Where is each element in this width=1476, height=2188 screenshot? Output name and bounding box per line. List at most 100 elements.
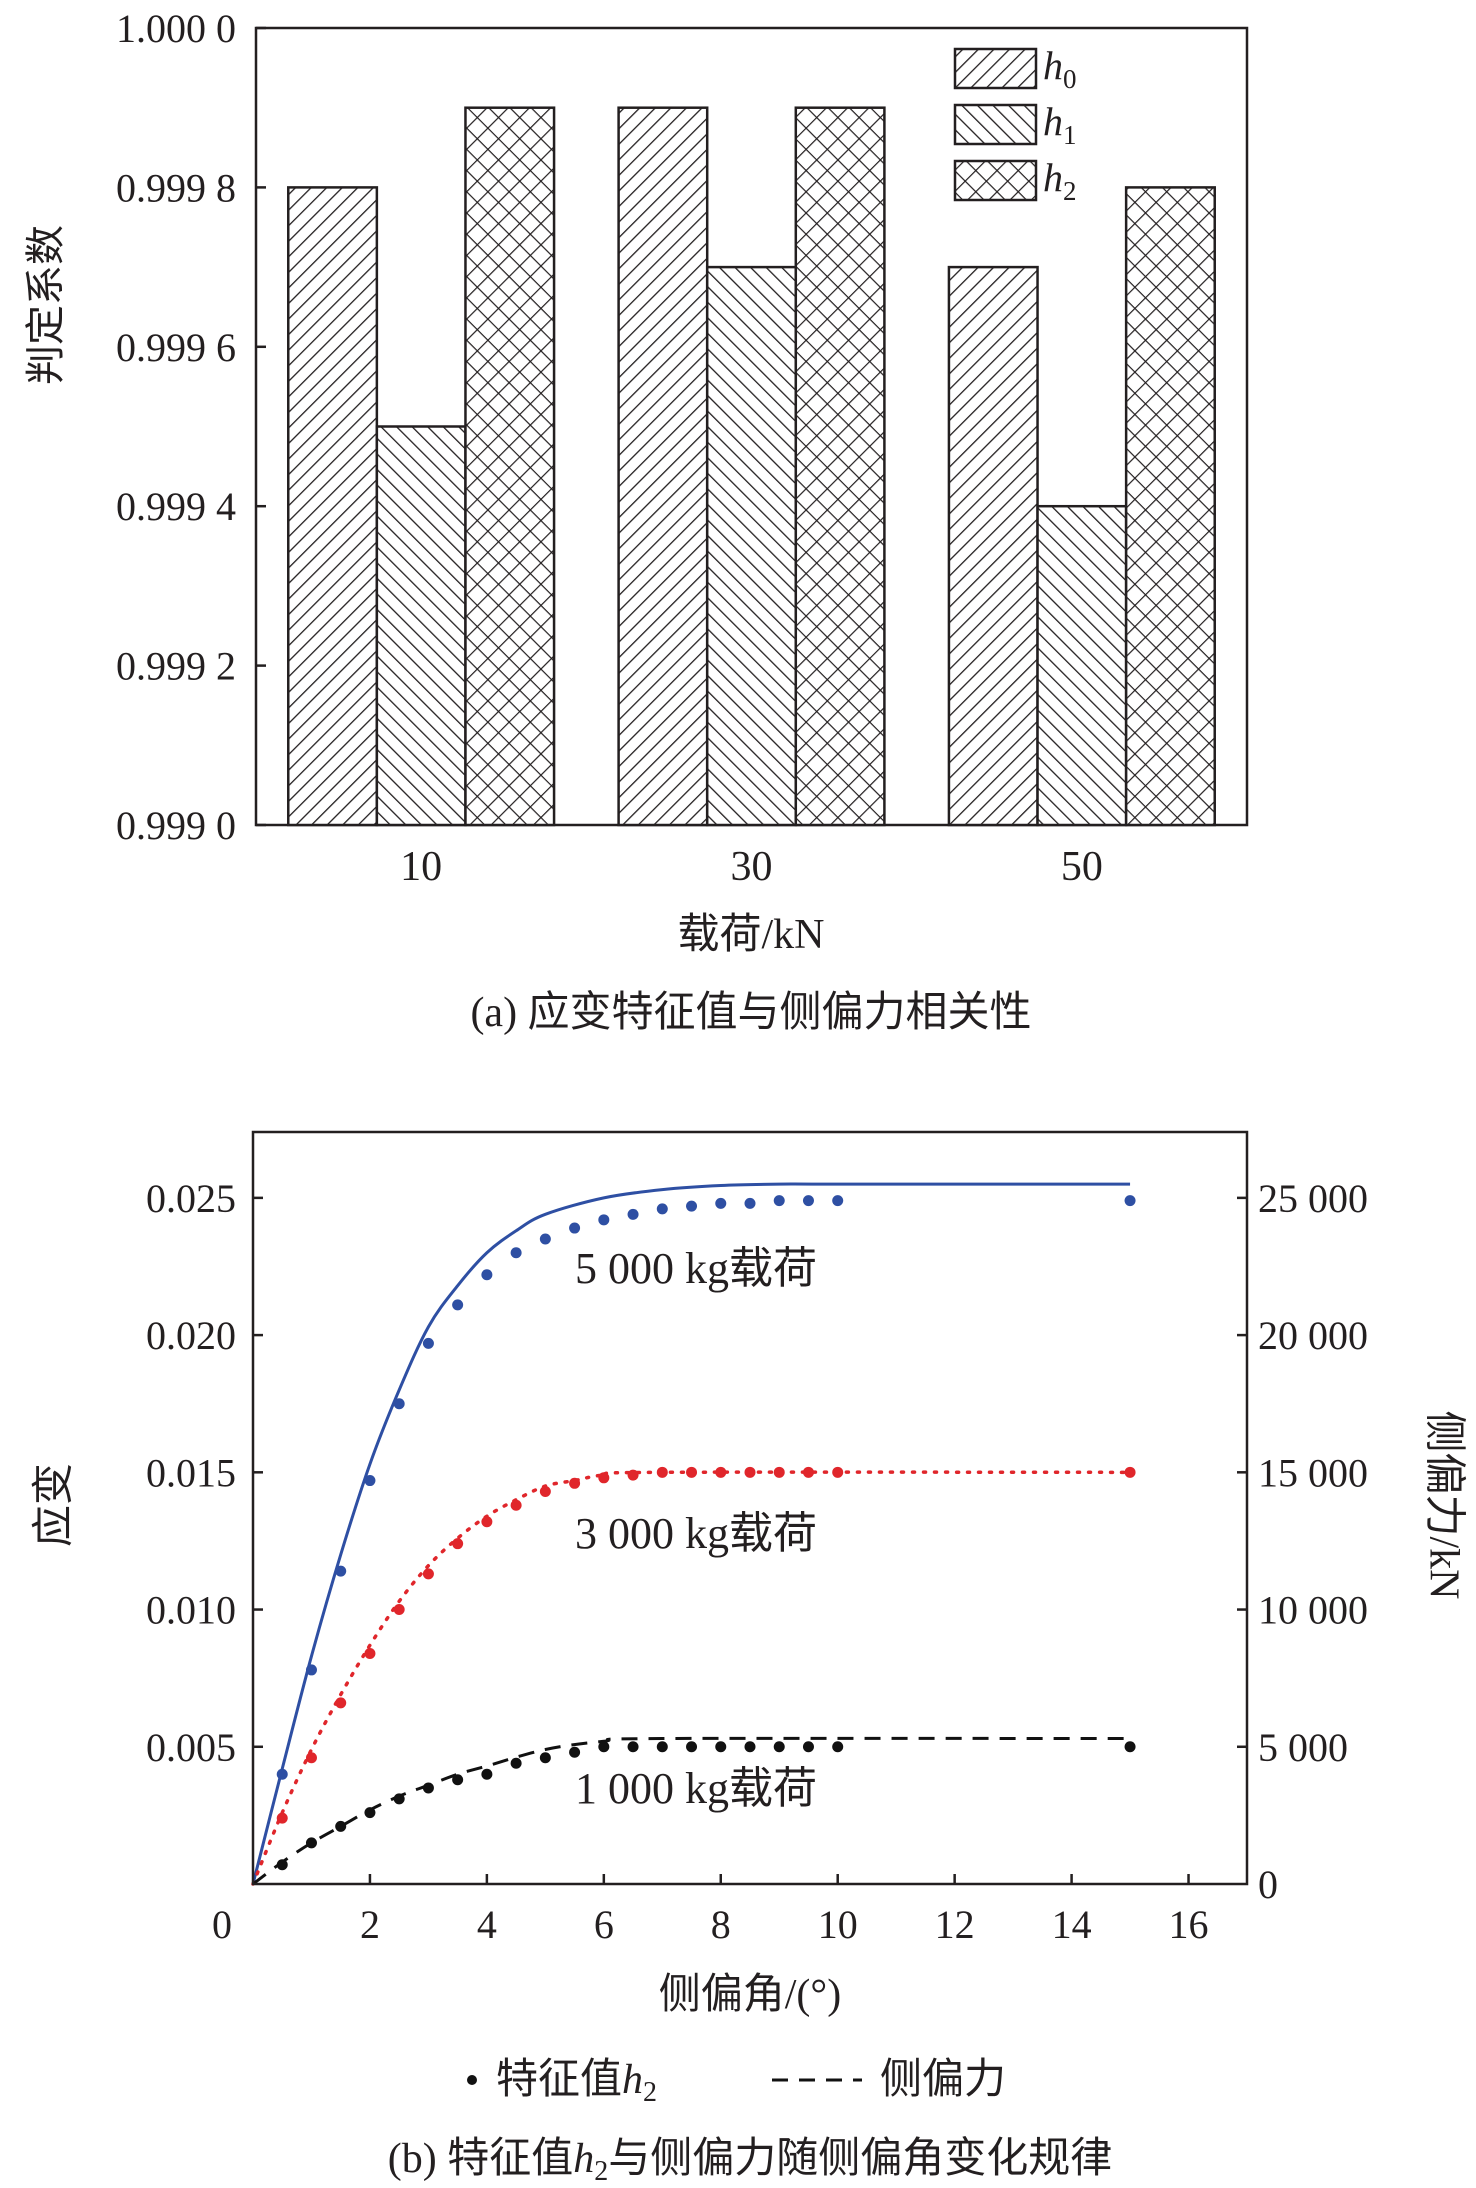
strain-point — [686, 1200, 698, 1212]
strain-point — [627, 1469, 639, 1481]
x-tick-label: 12 — [935, 1902, 975, 1947]
bar-10-h2 — [464, 106, 556, 827]
y-tick-label: 0.999 8 — [116, 165, 236, 210]
legend-b: 特征值h2 侧偏力 — [467, 2057, 1006, 2108]
legend-swatch-h2 — [953, 159, 1038, 202]
bar-50-h2 — [1124, 186, 1216, 827]
strain-point — [1124, 1195, 1136, 1207]
y-tick-label: 0.010 — [146, 1588, 236, 1633]
chart-b: 0 2 4 6 8 10 12 14 16 0.0050.0100.0150.0200.025 … — [31, 1130, 1466, 2187]
strain-point — [832, 1466, 844, 1478]
x-tick-label: 8 — [711, 1902, 731, 1947]
x-tick-label: 30 — [731, 844, 773, 890]
y2-tick-label: 15 000 — [1258, 1450, 1368, 1495]
bar-10-h0 — [287, 186, 379, 827]
strain-point — [656, 1203, 668, 1215]
strain-point — [627, 1741, 639, 1753]
y-tick-label: 0.020 — [146, 1313, 236, 1358]
series-annotation: 5 000 kg载荷 — [575, 1244, 817, 1293]
strain-point — [335, 1565, 347, 1577]
strain-point — [452, 1538, 464, 1550]
strain-point — [773, 1195, 785, 1207]
y-axis-label-a: 判定系数 — [23, 225, 68, 385]
y-tick-label: 0.999 2 — [116, 644, 236, 689]
strain-point — [715, 1741, 727, 1753]
caption-b: (b) 特征值h2与侧偏力随侧偏角变化规律 — [388, 2135, 1113, 2187]
y2-tick-label: 25 000 — [1258, 1176, 1368, 1221]
y-tick-label: 0.025 — [146, 1176, 236, 1221]
strain-point — [744, 1741, 756, 1753]
x-tick-label: 0 — [212, 1902, 232, 1947]
strain-point — [569, 1477, 581, 1489]
strain-point — [510, 1499, 522, 1511]
legend-label-h1: h1 — [1043, 99, 1077, 150]
strain-point — [305, 1752, 317, 1764]
bar-30-h1 — [705, 265, 798, 827]
y-tick-label: 0.999 0 — [116, 803, 236, 848]
bar-10-h1 — [375, 425, 467, 827]
strain-point — [539, 1752, 551, 1764]
strain-point — [569, 1746, 581, 1758]
x-axis-label-a: 载荷/kN — [677, 912, 824, 958]
legend-points-label: 特征值h2 — [496, 2057, 657, 2108]
strain-point — [305, 1837, 317, 1849]
chart-a: 0.999 0 0.999 2 0.999 4 0.999 6 0.999 8 1.000… — [23, 6, 1249, 1036]
strain-point — [715, 1466, 727, 1478]
strain-point — [510, 1757, 522, 1769]
strain-point — [364, 1807, 376, 1819]
x-tick-label: 10 — [818, 1902, 858, 1947]
strain-point — [539, 1486, 551, 1498]
strain-point — [802, 1195, 814, 1207]
caption-a: (a) 应变特征值与侧偏力相关性 — [470, 989, 1031, 1036]
y-tick-label: 0.015 — [146, 1450, 236, 1495]
strain-point — [364, 1647, 376, 1659]
y2-tick-label: 0 — [1258, 1862, 1278, 1907]
strain-point — [305, 1664, 317, 1676]
strain-point — [335, 1697, 347, 1709]
strain-point — [598, 1214, 610, 1226]
force-line-1 — [251, 1182, 1131, 1885]
strain-point — [715, 1197, 727, 1209]
legend-swatch-h0 — [953, 47, 1038, 90]
x-tick-label: 16 — [1169, 1902, 1209, 1947]
legend-label-h2: h2 — [1043, 155, 1077, 206]
y-tick-label: 0.999 6 — [116, 325, 236, 370]
strain-point — [598, 1472, 610, 1484]
legend-swatch-h1 — [953, 103, 1038, 146]
strain-point — [276, 1768, 288, 1780]
bar-50-h0 — [947, 265, 1039, 827]
strain-point — [481, 1768, 493, 1780]
strain-point — [686, 1741, 698, 1753]
strain-point — [656, 1466, 668, 1478]
y2-axis-label-b: 侧偏力/kN — [1420, 1410, 1466, 1599]
strain-point — [802, 1466, 814, 1478]
y2-tick-label: 5 000 — [1258, 1725, 1348, 1770]
x-tick-label: 4 — [477, 1902, 497, 1947]
y2-tick-label: 20 000 — [1258, 1313, 1368, 1358]
series-annotation: 3 000 kg载荷 — [575, 1509, 817, 1558]
strain-point — [539, 1233, 551, 1245]
strain-point — [276, 1859, 288, 1871]
strain-point — [744, 1466, 756, 1478]
strain-point — [364, 1475, 376, 1487]
strain-point — [276, 1812, 288, 1824]
y-tick-label: 1.000 0 — [116, 6, 236, 51]
series-annotation: 1 000 kg载荷 — [575, 1764, 817, 1813]
strain-point — [656, 1741, 668, 1753]
y-axis-label-b: 应变 — [31, 1463, 78, 1547]
y-tick-label: 0.005 — [146, 1725, 236, 1770]
strain-point — [802, 1741, 814, 1753]
bar-30-h2 — [794, 106, 886, 827]
x-tick-label: 50 — [1061, 844, 1103, 890]
y-tick-label: 0.999 4 — [116, 484, 236, 529]
strain-point — [422, 1337, 434, 1349]
strain-point — [832, 1741, 844, 1753]
strain-point — [335, 1820, 347, 1832]
strain-point — [686, 1466, 698, 1478]
x-tick-label: 10 — [400, 844, 442, 890]
plot-frame-b — [251, 1130, 1249, 1886]
strain-point — [481, 1269, 493, 1281]
x-tick-label: 6 — [594, 1902, 614, 1947]
